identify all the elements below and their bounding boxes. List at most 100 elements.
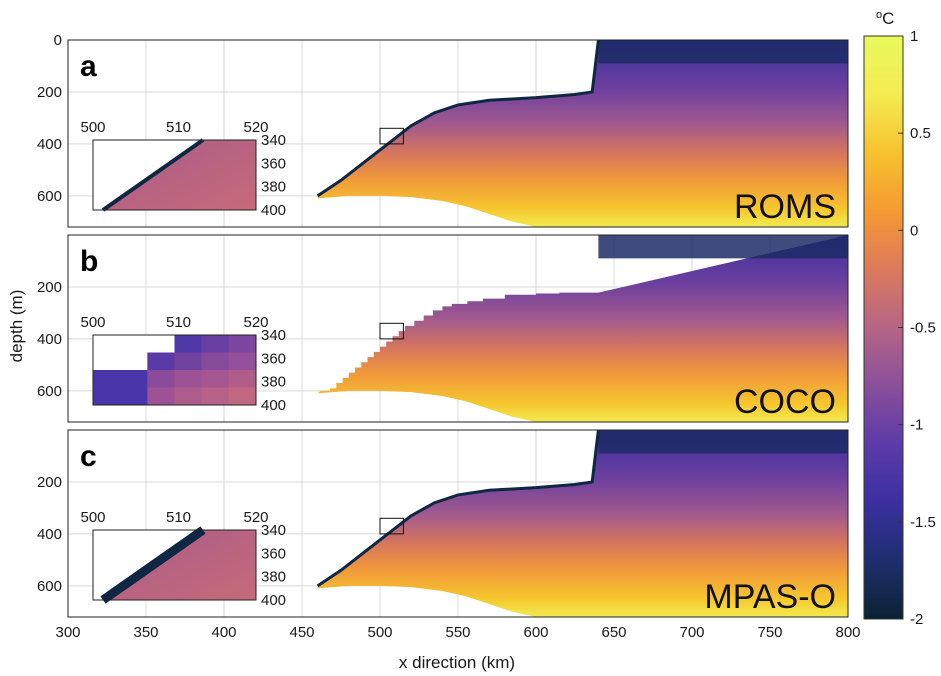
y-tick-label: 400 xyxy=(37,136,62,153)
y-tick-label: 600 xyxy=(37,188,62,205)
y-tick-label: 400 xyxy=(37,331,62,348)
inset-cell xyxy=(174,352,203,371)
colorbar: oC 1 0.5 0 -0.5 -1 -1.5 -2 xyxy=(863,9,936,628)
x-tick-label: 600 xyxy=(523,624,548,641)
panel-letter: b xyxy=(80,245,98,278)
inset-cell xyxy=(201,335,230,353)
inset-cell xyxy=(120,370,148,388)
cold-surface-layer xyxy=(598,235,848,259)
inset-ice-base-line xyxy=(100,526,206,604)
y-axis-label: depth (m) xyxy=(7,290,26,363)
model-label: ROMS xyxy=(734,188,836,226)
y-tick-label: 200 xyxy=(37,474,62,491)
ice-shelf-base-line xyxy=(316,429,600,588)
ice-shelf-base-line xyxy=(316,39,600,198)
inset-cell xyxy=(228,352,257,371)
inset-cell xyxy=(201,370,230,388)
x-tick-label: 550 xyxy=(445,624,470,641)
panel-frame xyxy=(67,429,849,618)
inset-x-tick-label: 520 xyxy=(243,119,268,136)
ocean-temperature-field xyxy=(317,235,849,422)
x-tick-label: 700 xyxy=(679,624,704,641)
inset-y-tick-label: 340 xyxy=(261,132,286,149)
inset-location-box xyxy=(379,517,404,535)
inset-ocean xyxy=(103,530,256,600)
inset-cell xyxy=(201,387,230,406)
inset-y-tick-label: 340 xyxy=(261,327,286,344)
colorbar-tick-label: -1.5 xyxy=(910,514,936,531)
inset-ice-base-line xyxy=(101,138,205,212)
colorbar-gradient xyxy=(863,35,904,620)
cold-surface-layer xyxy=(598,40,848,64)
ocean-temperature-field xyxy=(317,40,849,227)
model-label: COCO xyxy=(734,383,836,421)
inset-frame xyxy=(92,529,257,601)
panel-letter: a xyxy=(80,50,97,83)
inset-y-tick-label: 400 xyxy=(261,202,286,219)
inset-x-tick-label: 510 xyxy=(166,119,191,136)
cold-surface-layer xyxy=(598,430,848,454)
colorbar-tick-label: 1 xyxy=(910,28,918,45)
inset-cell xyxy=(147,387,175,406)
y-tick-label: 400 xyxy=(37,526,62,543)
inset-cell xyxy=(228,387,257,406)
inset-x-tick-label: 500 xyxy=(80,314,105,331)
ocean-temperature-field xyxy=(317,430,849,617)
x-tick-label: 750 xyxy=(757,624,782,641)
inset-x-tick-label: 510 xyxy=(166,509,191,526)
inset-y-tick-label: 400 xyxy=(261,592,286,609)
x-tick-label: 800 xyxy=(835,624,860,641)
inset-location-box xyxy=(379,322,404,340)
inset-y-tick-label: 380 xyxy=(261,569,286,586)
inset-x-tick-label: 500 xyxy=(80,119,105,136)
inset-cell xyxy=(174,370,203,388)
x-tick-label: 650 xyxy=(601,624,626,641)
y-tick-label: 600 xyxy=(37,383,62,400)
inset-ocean xyxy=(103,140,256,210)
colorbar-tick-label: 0.5 xyxy=(910,125,931,142)
inset-y-tick-label: 380 xyxy=(261,374,286,391)
inset-x-tick-label: 520 xyxy=(243,314,268,331)
inset-cell xyxy=(93,387,121,406)
y-tick-label: 200 xyxy=(37,279,62,296)
y-tick-label: 0 xyxy=(54,32,62,49)
inset-x-tick-label: 520 xyxy=(243,509,268,526)
inset-y-tick-label: 380 xyxy=(261,179,286,196)
x-tick-label: 350 xyxy=(133,624,158,641)
inset-x-tick-label: 500 xyxy=(80,509,105,526)
x-tick-label: 400 xyxy=(211,624,236,641)
inset-x-tick-label: 510 xyxy=(166,314,191,331)
panel-frame xyxy=(67,234,849,423)
inset-y-tick-label: 400 xyxy=(261,397,286,414)
colorbar-tick-label: 0 xyxy=(910,222,918,239)
colorbar-tick-label: -1 xyxy=(910,417,923,434)
inset-cell xyxy=(174,387,203,406)
inset-cell xyxy=(120,387,148,406)
inset-y-tick-label: 360 xyxy=(261,545,286,562)
colorbar-tick-label: -2 xyxy=(910,611,923,628)
x-axis-label: x direction (km) xyxy=(399,653,515,672)
inset-cell xyxy=(93,370,121,388)
inset-y-tick-label: 360 xyxy=(261,155,286,172)
x-tick-label: 450 xyxy=(289,624,314,641)
x-tick-label: 500 xyxy=(367,624,392,641)
colorbar-unit: oC xyxy=(876,9,894,28)
inset-y-tick-label: 360 xyxy=(261,350,286,367)
inset-location-box xyxy=(379,127,404,145)
inset-y-tick-label: 340 xyxy=(261,522,286,539)
inset-cell xyxy=(228,370,257,388)
inset-frame xyxy=(92,334,257,406)
inset-cell xyxy=(174,335,203,353)
x-tick-label: 300 xyxy=(55,624,80,641)
inset-cell xyxy=(147,370,175,388)
inset-cell xyxy=(147,352,175,371)
inset-cell xyxy=(201,352,230,371)
panel-letter: c xyxy=(80,440,97,473)
y-tick-label: 200 xyxy=(37,84,62,101)
panel-frame xyxy=(67,39,849,228)
